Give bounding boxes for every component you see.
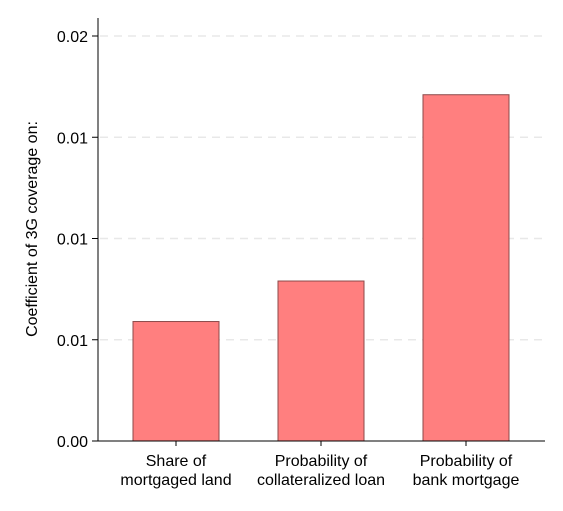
- x-category-label-1-line-0: Probability of: [275, 453, 368, 470]
- x-category-label-0: Share of mortgaged land: [120, 453, 231, 489]
- x-category-label-0-line-0: Share of: [146, 453, 207, 470]
- bar-2: [422, 94, 510, 442]
- y-tick-label-3: 0.01: [57, 130, 88, 147]
- y-tick-label-4: 0.02: [57, 29, 88, 46]
- y-tick-label-0: 0.00: [57, 434, 88, 451]
- bar-0: [132, 321, 220, 442]
- x-category-label-1: Probability of collateralized loan: [257, 453, 385, 489]
- x-category-label-2-line-1: bank mortgage: [413, 472, 520, 489]
- x-category-label-1-line-1: collateralized loan: [257, 472, 385, 489]
- y-ticks: 0.00 0.01 0.01 0.01 0.02: [57, 29, 98, 451]
- bars: [132, 94, 510, 442]
- y-tick-label-1: 0.01: [57, 333, 88, 350]
- y-tick-label-2: 0.01: [57, 232, 88, 249]
- x-category-label-2-line-0: Probability of: [420, 453, 513, 470]
- bar-1: [277, 280, 365, 442]
- x-category-labels: Share of mortgaged land Probability of coll…: [120, 441, 519, 489]
- y-axis-title: Coefficient of 3G coverage on:: [24, 121, 41, 337]
- x-category-label-0-line-1: mortgaged land: [120, 472, 231, 489]
- x-category-label-2: Probability of bank mortgage: [413, 453, 520, 489]
